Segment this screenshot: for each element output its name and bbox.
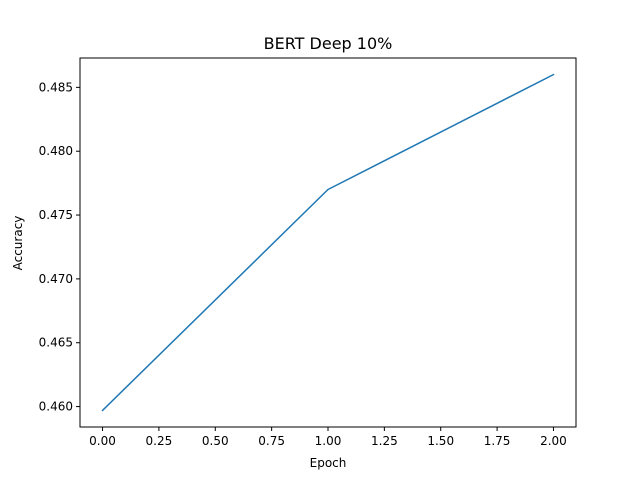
y-tick-label: 0.485: [39, 80, 73, 94]
x-tick-label: 2.00: [540, 434, 567, 448]
y-tick-label: 0.480: [39, 144, 73, 158]
plot-area-frame: [79, 57, 577, 428]
y-tick-label: 0.465: [39, 336, 73, 350]
x-axis-label: Epoch: [310, 456, 347, 470]
x-tick-label: 1.25: [371, 434, 398, 448]
x-tick-label: 0.00: [89, 434, 116, 448]
series-line: [101, 73, 555, 412]
axis-ticks: 0.00 0.25 0.50 0.75 1.00 1.25 1.50 1.75 2.00 0.46…: [39, 80, 567, 448]
series-lines: [101, 73, 555, 412]
x-tick-label: 0.75: [258, 434, 285, 448]
chart-title: BERT Deep 10%: [264, 34, 393, 53]
y-tick-label: 0.470: [39, 272, 73, 286]
y-axis-label: Accuracy: [11, 216, 25, 271]
x-tick-label: 0.50: [202, 434, 229, 448]
y-tick-label: 0.460: [39, 400, 73, 414]
x-tick-label: 1.75: [484, 434, 511, 448]
x-tick-label: 1.00: [315, 434, 342, 448]
x-tick-label: 1.50: [427, 434, 454, 448]
y-tick-label: 0.475: [39, 208, 73, 222]
x-tick-label: 0.25: [146, 434, 173, 448]
